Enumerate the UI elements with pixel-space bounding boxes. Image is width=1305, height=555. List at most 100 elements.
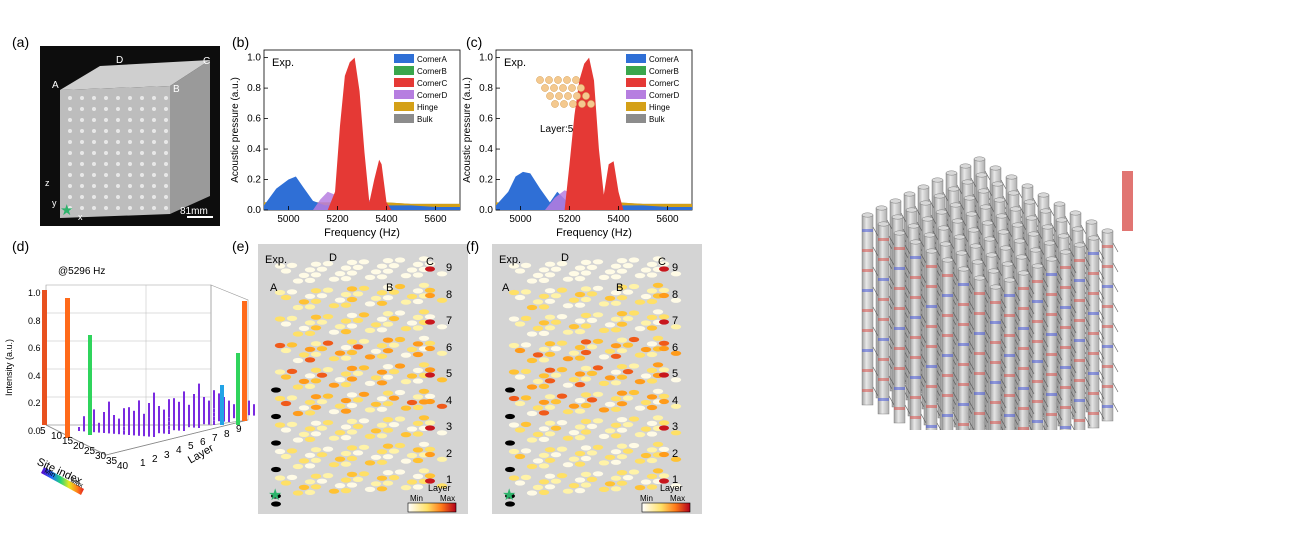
intensity-bar: [173, 398, 175, 414]
site-cell: [514, 400, 526, 407]
intensity-bar: [178, 401, 180, 414]
site-cell: [532, 272, 544, 278]
spectrum-chart-b: 5000 5200 5400 5600 0.0 0.2 0.4 0.6 0.8 1.0 Freque…: [230, 49, 461, 239]
connector: [952, 391, 959, 402]
connector: [1052, 238, 1059, 249]
x-tick-label: 5400: [375, 214, 398, 225]
field-ring: [990, 341, 1001, 344]
connector: [996, 266, 1003, 277]
site-cell: [550, 478, 562, 484]
site-cell: [598, 407, 610, 413]
site-cell: [532, 458, 544, 464]
site-cell: [532, 299, 544, 305]
connector: [952, 271, 959, 282]
site-cell: [382, 364, 394, 370]
site-cell: [544, 394, 556, 400]
site-cell: [310, 378, 322, 384]
site-cell: [364, 274, 376, 280]
field-ring: [910, 376, 921, 379]
axis-z: z: [45, 178, 50, 188]
x-tick-label: 5000: [509, 214, 532, 225]
field-ring: [1032, 380, 1043, 383]
connector: [1034, 213, 1041, 224]
field-ring: [1060, 266, 1071, 269]
site-cell: [544, 261, 556, 267]
site-cell: [538, 293, 550, 299]
intensity-bar: [183, 401, 185, 410]
connector: [1070, 263, 1077, 274]
site-cell: [424, 314, 436, 320]
field-ring: [1088, 372, 1099, 375]
site-cell: [592, 365, 604, 371]
site-cell: [310, 447, 322, 453]
site-cell: [544, 420, 556, 426]
site-cell: [292, 490, 304, 496]
layer-tick: 1: [140, 458, 146, 469]
cylinder-top: [1055, 217, 1068, 223]
connector: [1112, 302, 1119, 313]
corner-c-cell: [425, 292, 435, 299]
site-cell: [280, 268, 292, 274]
panel-a-label: (a): [12, 34, 30, 50]
scale-bar-label: 81mm: [180, 206, 208, 217]
connector: [944, 207, 951, 218]
site-cell: [634, 379, 646, 385]
connector: [978, 241, 985, 252]
cylinder-top: [1087, 235, 1100, 241]
connector: [1070, 403, 1077, 414]
y-tick-label: 0.8: [479, 83, 493, 94]
site-cell: [388, 448, 400, 454]
connector: [972, 193, 979, 204]
site-cell: [412, 367, 424, 373]
site-cell: [358, 365, 370, 371]
x-tick-label: 5600: [656, 214, 679, 225]
intensity-bar: [188, 421, 190, 428]
site-cell: [670, 403, 682, 409]
field-ring: [894, 387, 905, 390]
site-cell: [412, 298, 424, 305]
legend-swatch: [394, 54, 414, 63]
site-cell: [418, 282, 430, 288]
connector: [936, 322, 943, 333]
legend-label: CornerA: [417, 55, 447, 64]
connector: [1000, 358, 1007, 369]
site-cell: [424, 473, 436, 479]
site-cell: [640, 452, 652, 459]
site-cell: [304, 304, 316, 310]
site-cell: [574, 355, 586, 361]
cylinder-top: [1031, 263, 1044, 269]
site-cell: [412, 420, 424, 426]
legend-swatch: [626, 102, 646, 111]
site-cell: [382, 295, 394, 301]
site-cell: [358, 444, 370, 450]
site-cell: [610, 433, 622, 439]
field-ring: [1018, 407, 1029, 410]
field-ring: [910, 336, 921, 339]
corner-a-cell: [505, 440, 515, 446]
site-cell: [304, 383, 316, 389]
field-ring: [1046, 413, 1057, 416]
site-cell: [652, 441, 664, 447]
cylinder-top: [921, 216, 934, 222]
cylinder-top: [1057, 233, 1070, 239]
site-cell: [310, 288, 322, 294]
site-cell: [394, 257, 406, 263]
panel-b-label: (b): [232, 34, 250, 50]
field-ring: [1018, 287, 1029, 290]
connector: [1026, 268, 1033, 279]
connector: [1084, 396, 1091, 407]
cylinder-array: [861, 156, 1133, 430]
sample-photo: [40, 46, 220, 226]
site-cell: [292, 304, 304, 311]
intensity-bar: [163, 426, 165, 434]
field-ring: [894, 327, 905, 330]
site-cell: [418, 415, 430, 421]
legend-label: Bulk: [649, 115, 666, 124]
legend-swatch: [626, 78, 646, 87]
site-cell: [310, 298, 322, 304]
connector: [936, 282, 943, 293]
connector: [998, 282, 1005, 293]
site-cell: [412, 484, 424, 490]
site-cell: [574, 382, 586, 388]
site-cell: [556, 473, 568, 479]
